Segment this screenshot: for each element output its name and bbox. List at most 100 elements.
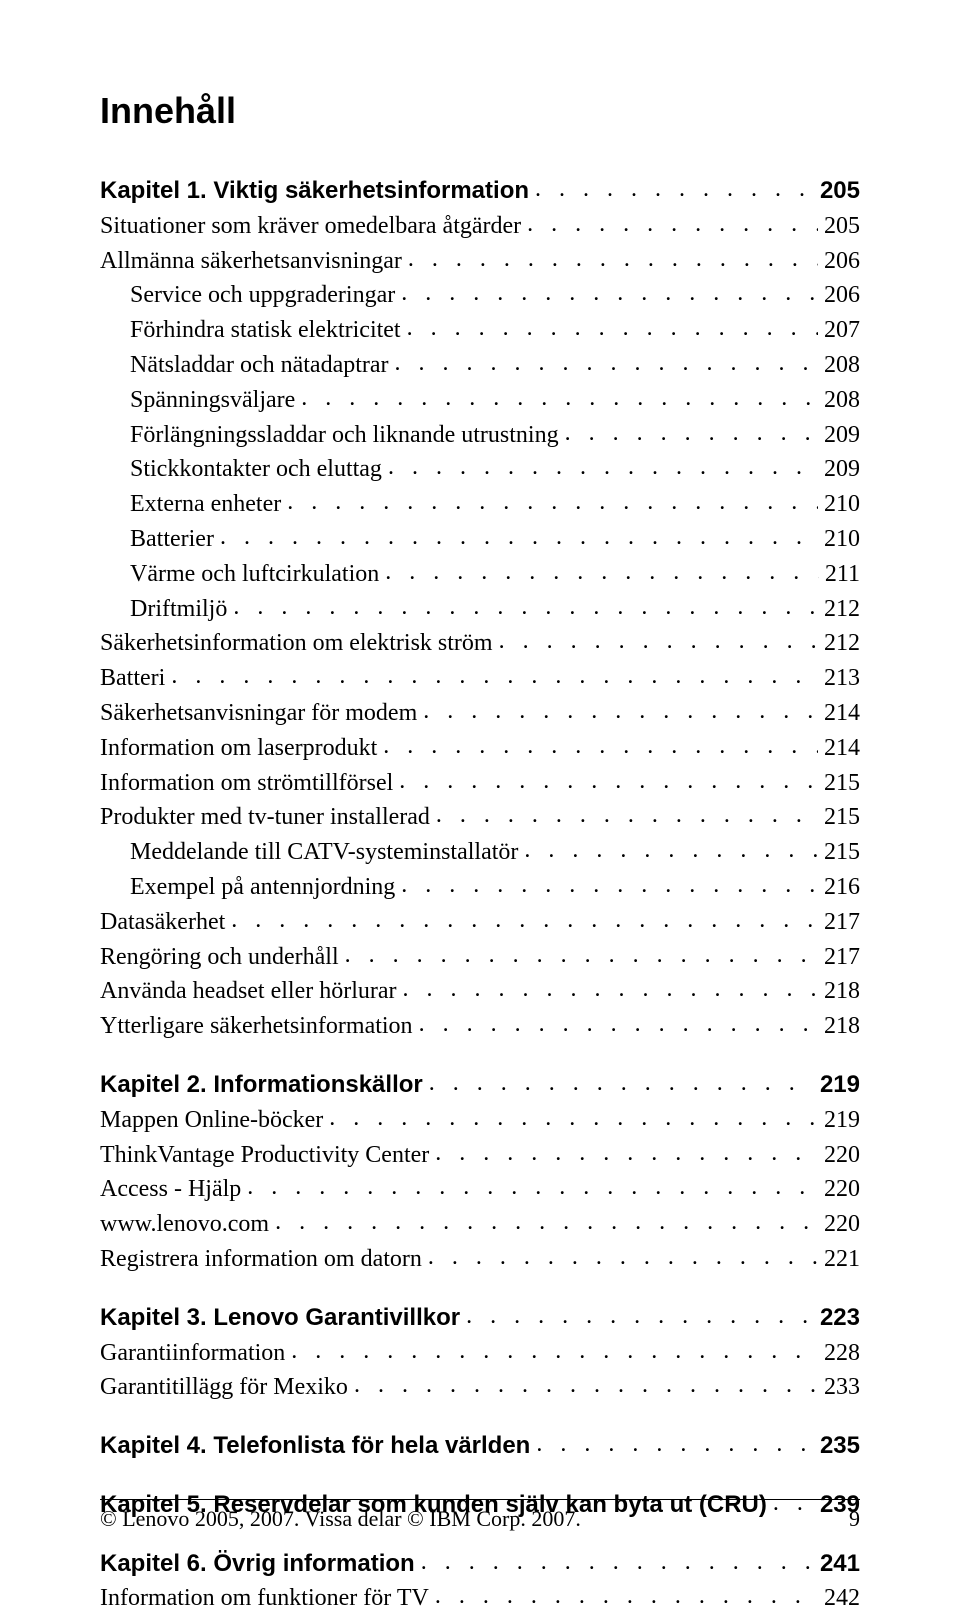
toc-page-number: 235 [814,1429,860,1464]
toc-page-number: 212 [818,592,860,627]
toc-leader-dots [354,1368,818,1392]
toc-row: Batteri213 [100,661,860,696]
toc-row: Värme och luftcirkulation211 [100,557,860,592]
toc-entry-label: Datasäkerhet [100,905,231,940]
toc-page-number: 209 [818,452,860,487]
toc-page-number: 215 [818,835,860,870]
toc-leader-dots [345,938,818,962]
toc-leader-dots [421,1545,814,1569]
toc-page-number: 220 [818,1172,860,1207]
toc-entry-label: Förhindra statisk elektricitet [100,313,407,348]
toc-row: Kapitel 3. Lenovo Garantivillkor 223 [100,1301,860,1336]
toc-leader-dots [247,1170,818,1194]
toc-page-number: 220 [818,1207,860,1242]
toc-row: ThinkVantage Productivity Center220 [100,1138,860,1173]
toc-entry-label: Använda headset eller hörlurar [100,974,403,1009]
block-gap [100,1405,860,1429]
toc-page-number: 219 [814,1068,860,1103]
toc-leader-dots [231,903,818,927]
toc-leader-dots [536,1427,814,1451]
toc-row: Garantiinformation228 [100,1336,860,1371]
toc-page-number: 206 [818,278,860,313]
toc-leader-dots [301,381,818,405]
toc-row: Situationer som kräver omedelbara åtgärd… [100,209,860,244]
toc-row: Produkter med tv-tuner installerad 215 [100,800,860,835]
toc-entry-label: Information om funktioner för TV [100,1581,435,1616]
toc-row: Garantitillägg för Mexiko233 [100,1370,860,1405]
toc-row: Batterier210 [100,522,860,557]
toc-page-number: 214 [818,696,860,731]
toc-row: Stickkontakter och eluttag209 [100,452,860,487]
toc-leader-dots [407,311,818,335]
toc-page-number: 205 [818,209,860,244]
toc-entry-label: Garantitillägg för Mexiko [100,1370,354,1405]
toc-leader-dots [395,346,818,370]
toc-entry-label: Service och uppgraderingar [100,278,401,313]
toc-page-number: 242 [818,1581,860,1616]
toc-leader-dots [535,172,814,196]
toc-leader-dots [385,555,819,579]
toc-row: Nätsladdar och nätadaptrar208 [100,348,860,383]
toc-leader-dots [499,624,818,648]
block-gap [100,1277,860,1301]
toc-leader-dots [524,833,818,857]
toc-entry-label: Säkerhetsanvisningar för modem [100,696,423,731]
toc-row: Registrera information om datorn221 [100,1242,860,1277]
toc-leader-dots [233,590,818,614]
toc-row: Mappen Online-böcker219 [100,1103,860,1138]
toc-chapter-label: Kapitel 2. Informationskällor [100,1068,429,1103]
toc-row: Förlängningssladdar och liknande utrustn… [100,418,860,453]
toc-entry-label: Förlängningssladdar och liknande utrustn… [100,418,565,453]
toc-page-number: 220 [818,1138,860,1173]
toc-leader-dots [275,1205,818,1229]
toc-leader-dots [436,798,818,822]
toc-leader-dots [408,242,818,266]
toc-leader-dots [401,868,818,892]
footer-page-number: 9 [849,1506,860,1532]
toc-page-number: 207 [818,313,860,348]
toc-page-number: 241 [814,1547,860,1582]
toc-row: Driftmiljö212 [100,592,860,627]
toc-row: Säkerhetsanvisningar för modem 214 [100,696,860,731]
toc-entry-label: Produkter med tv-tuner installerad [100,800,436,835]
toc-entry-label: Exempel på antennjordning [100,870,401,905]
toc-leader-dots [435,1579,818,1603]
toc-page-number: 215 [818,800,860,835]
toc-page-number: 213 [818,661,860,696]
toc-row: Information om laserprodukt214 [100,731,860,766]
toc-page-number: 219 [818,1103,860,1138]
toc-page-number: 210 [818,487,860,522]
toc-row: Information om strömtillförsel215 [100,766,860,801]
toc-entry-label: Batterier [100,522,220,557]
toc-leader-dots [527,207,818,231]
toc-row: www.lenovo.com220 [100,1207,860,1242]
toc-leader-dots [565,416,818,440]
toc-row: Datasäkerhet217 [100,905,860,940]
toc-entry-label: Allmänna säkerhetsanvisningar [100,244,408,279]
toc-entry-label: Rengöring och underhåll [100,940,345,975]
toc-leader-dots [171,659,818,683]
toc-entry-label: Meddelande till CATV-systeminstallatör [100,835,524,870]
toc-leader-dots [466,1299,814,1323]
toc-page-number: 218 [818,1009,860,1044]
toc-entry-label: Information om strömtillförsel [100,766,399,801]
toc-row: Kapitel 6. Övrig information 241 [100,1547,860,1582]
toc-chapter-label: Kapitel 6. Övrig information [100,1547,421,1582]
toc-row: Access - Hjälp220 [100,1172,860,1207]
toc-row: Exempel på antennjordning216 [100,870,860,905]
toc-leader-dots [419,1007,818,1031]
toc-chapter-label: Kapitel 3. Lenovo Garantivillkor [100,1301,466,1336]
toc-row: Kapitel 2. Informationskällor 219 [100,1068,860,1103]
toc-entry-label: Säkerhetsinformation om elektrisk ström [100,626,499,661]
toc-page-number: 214 [818,731,860,766]
toc-page-number: 223 [814,1301,860,1336]
toc-row: Använda headset eller hörlurar 218 [100,974,860,1009]
toc-page-number: 212 [818,626,860,661]
toc-page-number: 209 [818,418,860,453]
toc-row: Kapitel 4. Telefonlista för hela världen… [100,1429,860,1464]
toc-page-number: 218 [818,974,860,1009]
toc-row: Externa enheter210 [100,487,860,522]
toc-leader-dots [383,729,818,753]
toc-row: Kapitel 1. Viktig säkerhetsinformation20… [100,174,860,209]
toc-leader-dots [329,1101,818,1125]
